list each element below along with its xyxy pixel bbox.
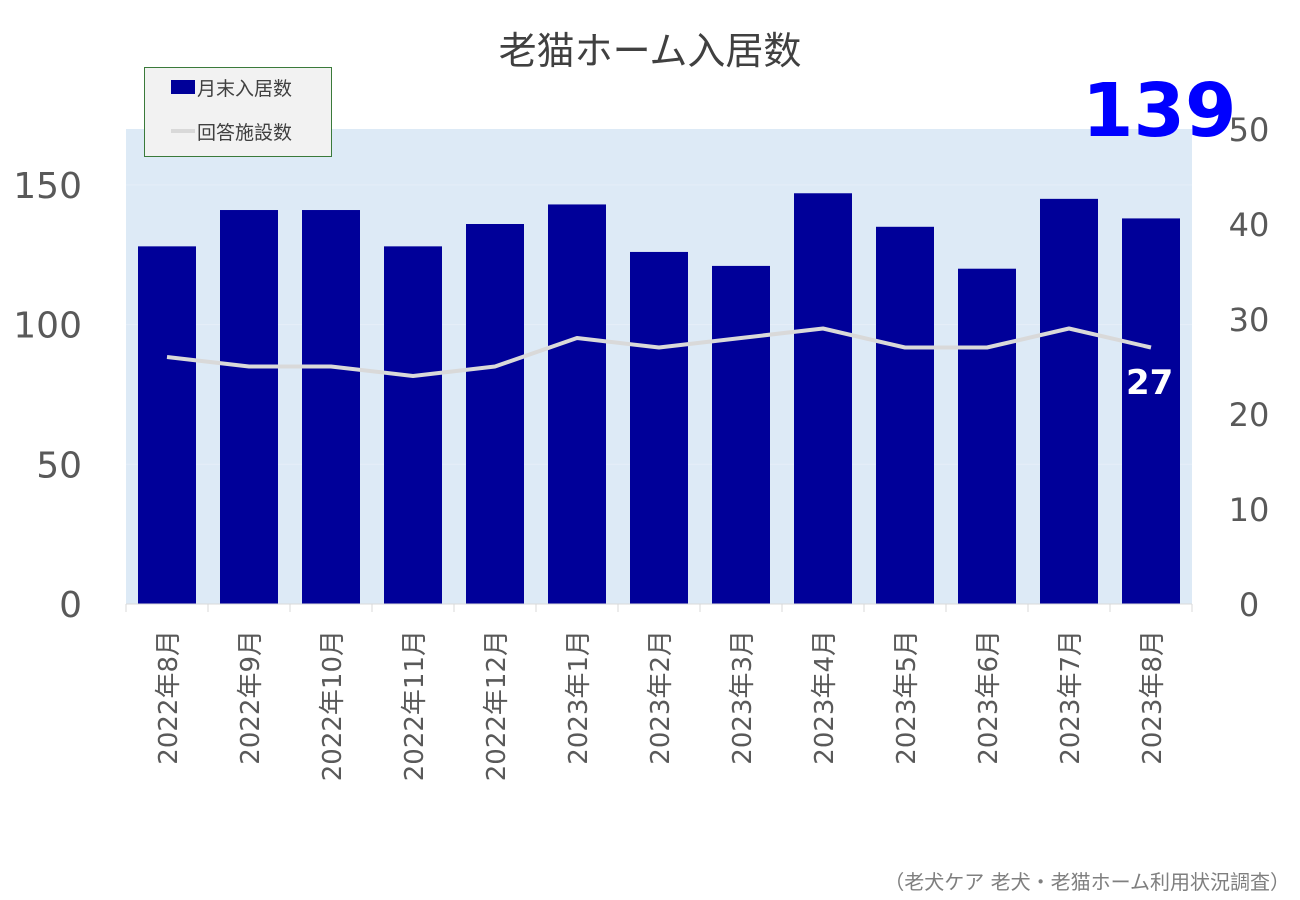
x-axis-ticks: 2022年8月 2022年9月 2022年10月 2022年11月 2022年12月 20…	[125, 604, 1193, 781]
bar	[1040, 198, 1098, 604]
bar	[384, 246, 442, 604]
highlight-bar-value: 139	[1082, 68, 1237, 154]
legend-item-bar: 月末入居数	[171, 72, 292, 102]
x-tick-label: 2023年6月	[974, 630, 1004, 765]
bar	[548, 204, 606, 605]
x-tick-label: 2023年2月	[646, 630, 676, 765]
bar-series	[138, 193, 1180, 605]
right-tick-label: 20	[1229, 396, 1270, 434]
x-tick-label: 2023年5月	[892, 630, 922, 765]
right-tick-label: 40	[1229, 206, 1270, 244]
legend-line-swatch	[171, 129, 195, 133]
bar	[630, 251, 688, 605]
bar	[302, 210, 360, 604]
legend-bar-swatch	[171, 80, 195, 94]
legend-item-line: 回答施設数	[171, 116, 292, 146]
legend-label-line: 回答施設数	[197, 121, 293, 144]
x-tick-label: 2023年7月	[1056, 630, 1086, 765]
left-tick-label: 100	[13, 306, 82, 347]
left-tick-label: 0	[59, 585, 82, 626]
legend: 月末入居数 回答施設数	[144, 67, 332, 157]
x-tick-label: 2023年4月	[810, 630, 840, 765]
x-tick-label: 2022年9月	[236, 630, 266, 765]
line-last-value-label: 27	[1126, 363, 1174, 403]
bar	[794, 193, 852, 604]
x-tick-label: 2022年8月	[154, 630, 184, 765]
x-tick-label: 2023年3月	[728, 630, 758, 765]
source-note: （老犬ケア 老犬・老猫ホーム利用状況調査）	[884, 870, 1290, 894]
right-tick-label: 10	[1229, 491, 1270, 529]
bar	[466, 224, 524, 604]
right-tick-label: 30	[1229, 301, 1270, 339]
bar	[876, 226, 934, 604]
left-tick-label: 50	[36, 445, 82, 486]
right-tick-label: 50	[1229, 111, 1270, 149]
right-axis-ticks: 0 10 20 30 40 50	[1229, 111, 1270, 624]
bar	[220, 210, 278, 604]
bar	[138, 246, 196, 604]
x-tick-label: 2022年12月	[482, 630, 512, 781]
line-series	[166, 326, 1152, 378]
x-tick-label: 2022年10月	[318, 630, 348, 781]
bar	[1122, 218, 1180, 605]
left-tick-label: 150	[13, 166, 82, 207]
left-axis-ticks: 0 50 100 150	[13, 166, 82, 626]
right-tick-label: 0	[1239, 586, 1259, 624]
x-tick-label: 2022年11月	[400, 630, 430, 781]
x-tick-label: 2023年1月	[564, 630, 594, 765]
chart-title: 老猫ホーム入居数	[498, 29, 802, 73]
x-tick-label: 2023年8月	[1138, 630, 1168, 765]
bar	[712, 265, 770, 604]
legend-label-bar: 月末入居数	[197, 77, 293, 100]
bar	[958, 268, 1016, 604]
